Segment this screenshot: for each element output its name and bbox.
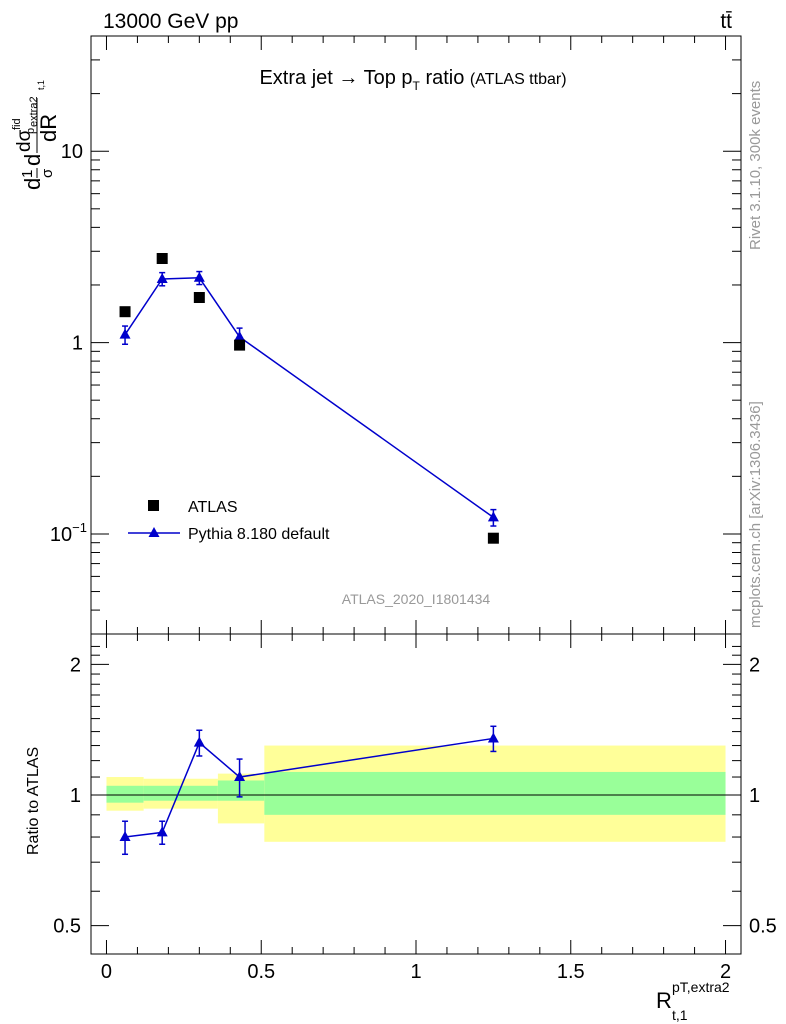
legend-data-marker (148, 500, 159, 511)
main-ytick-label: 10−1 (50, 520, 87, 546)
plot-title: Extra jet → Top pT ratio (ATLAS ttbar) (259, 67, 566, 95)
main-ylabel: d 1 σ d dσ fid dR p extra2 t,1 (11, 80, 61, 190)
ratio-series (119, 725, 499, 856)
xtick-label: 1.5 (557, 961, 585, 983)
svg-text:fid: fid (11, 118, 23, 130)
xlabel-main: R (656, 988, 672, 1013)
process-label: tt̄ (720, 10, 732, 33)
xtick-label: 2 (720, 961, 731, 983)
svg-text:t,1: t,1 (36, 80, 46, 90)
mc-point (487, 511, 499, 522)
xtick-label: 0.5 (247, 961, 275, 983)
ratio-ytick-label-right: 0.5 (749, 916, 777, 938)
ratio-ytick-label: 0.5 (53, 916, 81, 938)
mc-point (156, 272, 168, 283)
ratio-ytick-label: 1 (70, 785, 81, 807)
svg-text:dσ: dσ (14, 129, 35, 152)
data-point (119, 306, 131, 318)
mc-point (119, 328, 131, 339)
svg-text:d: d (20, 178, 45, 190)
ratio-ytick-label-right: 1 (749, 785, 760, 807)
ratio-band-inner (143, 785, 218, 801)
ratio-band-inner (106, 785, 144, 803)
ratio-band-inner (264, 771, 726, 815)
xtick-label: 0 (101, 961, 112, 983)
title-sub: T (413, 79, 421, 93)
analysis-id: ATLAS_2020_I1801434 (342, 591, 491, 607)
title-main: Extra jet (259, 67, 333, 89)
svg-text:d: d (20, 154, 45, 166)
title-top: Top p (364, 67, 413, 89)
ratio-band-inner (217, 780, 265, 801)
title-arrow: → (338, 67, 358, 89)
ratio-ylabel: Ratio to ATLAS (25, 747, 42, 855)
ratio-ytick-label: 2 (70, 654, 81, 676)
ratio-mc-point (193, 736, 205, 747)
x-axis-label: R pT,extra2 t,1 (656, 979, 730, 1023)
main-ytick-label: 1 (72, 333, 83, 355)
title-ratio: ratio (425, 67, 464, 89)
main-frame (90, 35, 742, 635)
svg-text:dR: dR (36, 114, 61, 142)
svg-text:p: p (25, 128, 37, 134)
mcplots-label: mcplots.cern.ch [arXiv:1306.3436] (747, 401, 764, 628)
main-ytick-label: 10 (61, 141, 83, 163)
ratio-mc-point (119, 831, 131, 842)
legend-mc-marker (148, 527, 160, 537)
mc-point (193, 271, 205, 282)
xlabel-sup: pT,extra2 (672, 979, 730, 995)
ratio-mc-point (156, 826, 168, 837)
xtick-label: 1 (410, 961, 421, 983)
svg-text:1: 1 (19, 170, 36, 178)
legend-data-label: ATLAS (188, 499, 238, 516)
data-point (156, 253, 168, 265)
beam-label: 13000 GeV pp (103, 10, 238, 33)
ratio-mc-point (487, 732, 499, 743)
svg-text:σ: σ (39, 168, 56, 178)
xlabel-sub: t,1 (672, 1007, 688, 1023)
data-point (487, 532, 499, 544)
main-series (119, 253, 499, 544)
ratio-mc-point (234, 771, 246, 782)
legend: ATLAS Pythia 8.180 default (128, 499, 330, 543)
data-point (193, 292, 205, 304)
svg-text:extra2: extra2 (28, 96, 40, 127)
ratio-axis-ticks: 0.5 0.5 1 1 2 2 0 0.5 1 1.5 2 (53, 634, 777, 983)
main-axis-ticks: 10−1 1 10 (50, 35, 741, 635)
mc-point (234, 330, 246, 341)
data-point (234, 339, 246, 351)
legend-mc-label: Pythia 8.180 default (188, 526, 330, 543)
rivet-label: Rivet 3.1.10, 300k events (747, 81, 764, 250)
title-paren: (ATLAS ttbar) (470, 71, 567, 88)
ratio-bands (106, 745, 726, 842)
ratio-ytick-label-right: 2 (749, 654, 760, 676)
mc-line (124, 277, 494, 519)
